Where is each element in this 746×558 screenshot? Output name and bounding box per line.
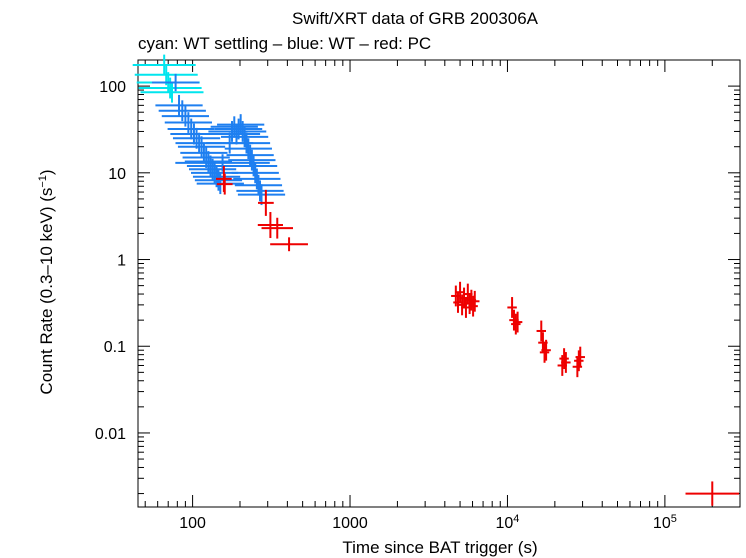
data-point	[257, 212, 283, 239]
plot-frame	[137, 59, 741, 508]
y-tick-label: 10	[108, 166, 126, 183]
axis-tick-labels: 100 1000 104 105 100 10 1 0.1 0.01	[95, 79, 677, 532]
data-point	[132, 54, 196, 76]
x-tick-label: 100	[179, 515, 206, 532]
data-point	[561, 352, 571, 373]
data-point	[575, 346, 585, 368]
data-point	[155, 94, 203, 116]
series-pc	[215, 165, 740, 506]
series-wt	[151, 73, 286, 206]
x-axis-label: Time since BAT trigger (s)	[342, 538, 537, 557]
data-point	[158, 100, 206, 122]
x-tick-label: 104	[495, 513, 519, 532]
data-point	[536, 320, 547, 342]
data-point	[226, 144, 274, 166]
data-point	[468, 295, 478, 317]
data-point	[228, 149, 276, 171]
data-point	[261, 217, 294, 239]
chart-title: Swift/XRT data of GRB 200306A	[292, 9, 539, 28]
y-axis-label: Count Rate (0.3–10 keV) (s−1)	[37, 169, 56, 394]
data-point	[172, 127, 221, 149]
x-tick-label: 105	[653, 513, 677, 532]
y-tick-label: 1	[117, 253, 126, 270]
data-point	[257, 189, 274, 216]
data-point	[685, 481, 740, 506]
y-axis-label-end: )	[37, 169, 56, 175]
data-point	[237, 184, 286, 206]
data-point	[512, 311, 523, 333]
data-point	[219, 121, 267, 142]
data-point	[151, 73, 200, 92]
data-point	[574, 350, 584, 372]
data-series	[132, 54, 740, 506]
x-tick-label: 1000	[332, 515, 368, 532]
y-tick-label: 0.1	[104, 339, 126, 356]
data-point	[234, 174, 283, 196]
y-axis-label-main: Count Rate (0.3–10 keV) (s	[37, 188, 56, 395]
data-point	[177, 136, 226, 158]
data-point	[511, 313, 521, 335]
chart-subtitle: cyan: WT settling – blue: WT – red: PC	[138, 34, 431, 53]
data-point	[559, 348, 569, 370]
data-point	[507, 297, 517, 318]
y-axis-label-sup: −1	[37, 175, 49, 188]
y-tick-label: 0.01	[95, 426, 126, 443]
data-point	[138, 77, 202, 99]
axis-ticks	[138, 59, 741, 507]
data-point	[236, 180, 284, 202]
y-tick-label: 100	[99, 79, 126, 96]
data-point	[140, 81, 204, 103]
data-point	[270, 237, 308, 252]
data-point	[222, 132, 271, 154]
data-point	[167, 118, 215, 140]
data-point	[212, 123, 261, 145]
data-point	[180, 142, 228, 164]
data-point	[170, 123, 218, 145]
data-point	[470, 290, 480, 312]
data-point	[541, 339, 551, 361]
data-point	[539, 341, 550, 363]
data-point	[194, 169, 243, 191]
data-point	[216, 173, 233, 195]
data-point	[233, 168, 281, 190]
